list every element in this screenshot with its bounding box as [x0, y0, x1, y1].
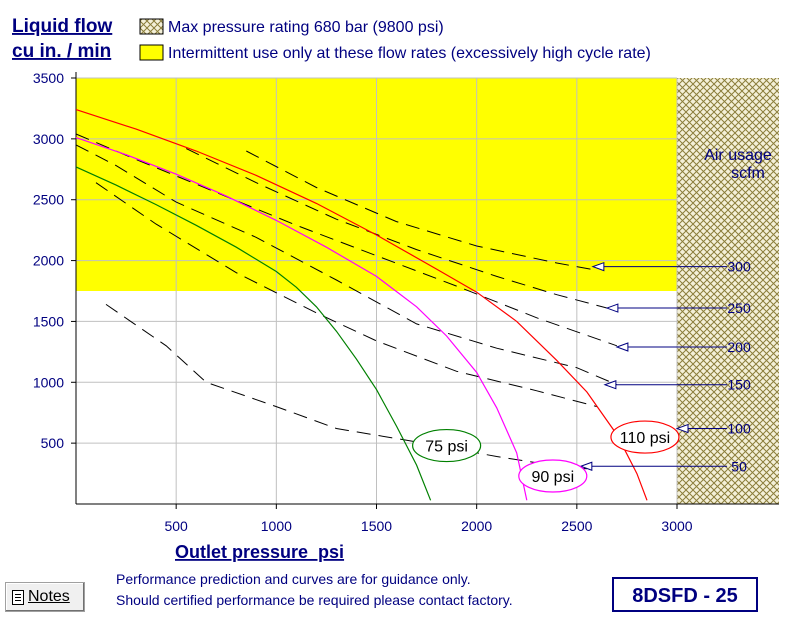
air-usage-curve-250 — [185, 148, 608, 309]
air-usage-arrow-150 — [603, 380, 617, 390]
air-usage-leaders-layer: 300 250 200 150 100 50 — [579, 259, 751, 474]
air-usage-arrow-300 — [591, 261, 605, 272]
x-tick-label: 2500 — [561, 518, 592, 534]
pressure-label-90-psi: 90 psi — [531, 469, 574, 486]
air-usage-label-100: 100 — [727, 421, 751, 437]
x-tick-label: 1500 — [361, 518, 392, 534]
pressure-curve-90-psi — [75, 137, 528, 501]
air-usage-arrow-50 — [579, 461, 593, 471]
model-box — [612, 577, 758, 612]
air-usage-curve-150 — [75, 144, 618, 386]
max-pressure-zone — [677, 78, 779, 504]
air-usage-label-300: 300 — [727, 259, 751, 275]
y-tick-label: 3000 — [33, 131, 64, 147]
footer-note-line1: Performance prediction and curves are fo… — [116, 571, 471, 587]
x-axis-title: Outlet pressure psi — [175, 542, 344, 562]
air-usage-curve-200 — [75, 133, 618, 347]
notes-button[interactable]: Notes — [5, 582, 85, 612]
air-usage-label-250: 250 — [727, 300, 751, 316]
air-usage-title-line1: Air usage — [704, 147, 772, 164]
air-usage-arrow-100 — [675, 423, 689, 434]
notes-button-label: Notes — [28, 588, 70, 605]
air-usage-arrow-250 — [605, 303, 619, 313]
pressure-label-bubble-75-psi — [412, 428, 482, 463]
air-usage-label-50: 50 — [731, 458, 747, 474]
pressure-label-75-psi: 75 psi — [425, 439, 468, 456]
pressure-label-bubble-90-psi — [518, 459, 588, 493]
model-label: 8DSFD - 25 — [632, 585, 738, 607]
y-tick-label: 2500 — [33, 192, 64, 208]
pressure-curve-110-psi — [75, 109, 648, 501]
y-tick-label: 3500 — [33, 70, 64, 86]
x-tick-label: 1000 — [261, 518, 292, 534]
y-tick-label: 1000 — [33, 374, 64, 390]
y-tick-label: 2000 — [33, 253, 64, 269]
pressure-label-110-psi: 110 psi — [620, 430, 670, 447]
pressure-curve-75-psi — [75, 166, 432, 501]
legend-hatch-swatch — [139, 18, 164, 35]
axes-layer: 500 1000 1500 2000 2500 3000 500 1000 1500 2000 25… — [33, 70, 779, 534]
air-usage-label-200: 200 — [727, 339, 751, 355]
air-usage-arrow-200 — [615, 342, 629, 352]
air-usage-curve-300 — [246, 150, 597, 271]
legend-yellow-swatch — [139, 44, 164, 61]
air-usage-label-150: 150 — [727, 377, 751, 393]
air-usage-title-line2: scfm — [731, 165, 765, 182]
curve-labels-layer: 75 psi 90 psi 110 psi — [412, 420, 680, 493]
legend-hatch-label: Max pressure rating 680 bar (9800 psi) — [168, 19, 444, 36]
y-axis-title-line2: cu in. / min — [12, 41, 111, 62]
x-tick-label: 3000 — [661, 518, 692, 534]
x-tick-label: 500 — [164, 518, 188, 534]
air-usage-curve-50 — [105, 303, 587, 470]
air-usage-curve-100 — [95, 182, 598, 408]
y-tick-label: 500 — [41, 435, 65, 451]
footer-note-line2: Should certified performance be required… — [116, 592, 513, 608]
pressure-label-bubble-110-psi — [610, 420, 680, 454]
y-tick-label: 1500 — [33, 313, 64, 329]
y-axis-title-line1: Liquid flow — [12, 16, 112, 37]
x-tick-label: 2000 — [461, 518, 492, 534]
legend-yellow-label: Intermittent use only at these flow rate… — [168, 45, 651, 62]
notes-icon — [12, 589, 24, 605]
air-pressure-curves-layer — [75, 109, 648, 501]
